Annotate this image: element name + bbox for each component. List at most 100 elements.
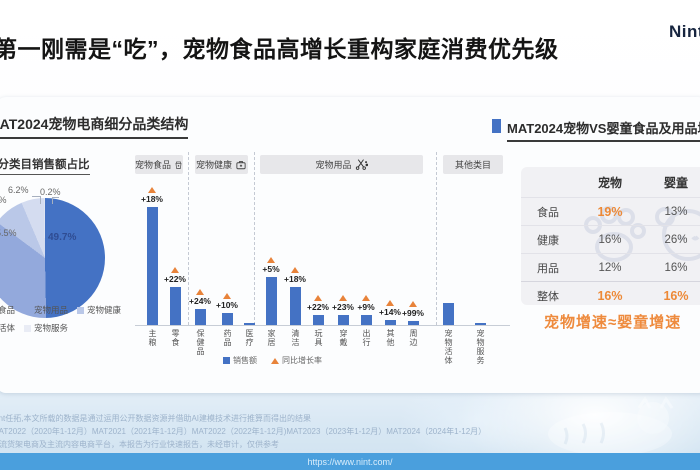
bar-chart-area: 宠物食品 宠物健康 宠物用品 其他类目 +18% +22% +24% +10% +5% +…	[135, 150, 510, 326]
growth-value: +22%	[307, 302, 329, 312]
growth-label: +14%	[370, 300, 410, 317]
footer-mat-definitions-line: MAT2022（2020年1-12月）MAT2021（2021年1-12月）MA…	[0, 427, 487, 436]
sales-bar	[442, 303, 454, 325]
bar-category-label: 家居	[267, 329, 276, 347]
footer-scope-line: 主流货架电商及主流内容电商平台，本报告为行业快速报告，未经审计，仅供参考	[0, 440, 279, 449]
legend-label: 宠物食品	[0, 305, 16, 315]
growth-triangle-icon	[409, 301, 417, 307]
sales-bar	[194, 309, 206, 325]
growth-label: +22%	[155, 267, 195, 284]
bar-category-label: 药品	[223, 329, 232, 347]
group-badge-label: 宠物健康	[195, 160, 232, 170]
sales-bar	[243, 323, 255, 325]
legend-label: 宠物活体	[0, 323, 16, 333]
growth-value: +14%	[379, 307, 401, 317]
growth-value: +24%	[189, 296, 211, 306]
bar-category-label: 主粮	[148, 329, 157, 347]
legend-label: 同比增长率	[282, 356, 322, 365]
growth-value: +9%	[357, 302, 375, 312]
table-cell: 16%	[597, 288, 623, 303]
brand-logo: Nint	[668, 22, 700, 41]
table-cell: 16%	[664, 261, 688, 274]
sales-bar	[384, 320, 396, 325]
leader-line	[52, 197, 59, 204]
group-badge-pet-health: 宠物健康	[195, 155, 248, 174]
group-badge-label: 宠物用品	[315, 160, 352, 170]
group-separator	[436, 152, 437, 325]
growth-triangle-icon	[171, 267, 179, 273]
pie-chart	[0, 198, 105, 318]
table-cell: 13%	[664, 205, 688, 218]
pie-label: 49.7%	[48, 232, 77, 243]
growth-triangle-icon	[339, 295, 347, 301]
bar-chart-legend: 销售额 同比增长率	[223, 355, 322, 366]
first-aid-icon	[236, 160, 246, 169]
table-header-cell: 婴童	[663, 175, 688, 190]
growth-value: +99%	[402, 308, 424, 318]
pie-label: 6.2%	[8, 185, 29, 195]
legend-swatch	[24, 324, 32, 332]
bar-category-label: 零食	[171, 329, 180, 347]
growth-value: +10%	[216, 300, 238, 310]
bar-category-label: 玩具	[314, 329, 323, 347]
bar-category-label: 其他	[386, 329, 395, 347]
table-header-row: 宠物 婴童	[521, 167, 700, 197]
bottom-bar: https://www.nint.com/	[0, 453, 700, 470]
legend-item: 宠物用品	[24, 304, 68, 316]
sales-bar	[360, 315, 372, 325]
sales-swatch	[223, 357, 230, 364]
growth-value: +23%	[332, 302, 354, 312]
growth-label: +5%	[251, 257, 291, 274]
table-cell: 用品	[537, 262, 559, 275]
growth-value: +22%	[164, 274, 186, 284]
growth-label: +22%	[298, 295, 338, 312]
table-cell: 26%	[664, 233, 688, 246]
legend-label: 宠物服务	[34, 323, 69, 333]
bar-category-label: 医疗	[245, 329, 254, 347]
growth-triangle-icon	[223, 293, 231, 299]
sales-bar	[312, 315, 324, 325]
left-panel-heading: MAT2024宠物电商细分品类结构	[0, 114, 189, 139]
table-cell: 食品	[537, 206, 559, 219]
sales-bar	[221, 313, 233, 325]
growth-label: +10%	[207, 293, 247, 310]
legend-swatch	[77, 306, 85, 314]
legend-label: 宠物健康	[87, 305, 122, 315]
legend-label: 销售额	[233, 356, 257, 365]
sales-bar	[169, 287, 181, 325]
growth-triangle-icon	[314, 295, 322, 301]
bar-xlabels: 主粮 零食 保健品 药品 医疗 家居 清洁 玩具 穿戴 出行 其他 周边 宠物活体 宠物服务	[135, 329, 510, 375]
group-separator	[188, 152, 189, 325]
growth-label: +18%	[275, 267, 315, 284]
bar-category-label: 保健品	[196, 329, 205, 356]
growth-label: +18%	[132, 187, 172, 204]
site-url-link[interactable]: https://www.nint.com/	[307, 456, 393, 467]
growth-value: +18%	[284, 274, 306, 284]
sales-bar	[265, 277, 277, 325]
bar-category-label: 出行	[362, 329, 371, 347]
table-cell: 16%	[598, 233, 622, 246]
table-cell: 整体	[537, 290, 559, 303]
grooming-icon	[355, 159, 368, 170]
growth-triangle-icon	[362, 295, 370, 301]
heading-bullet	[492, 119, 501, 133]
pie-label: 0.2%	[40, 187, 61, 197]
group-badge-label: 其他类目	[454, 160, 491, 170]
sales-bar	[337, 315, 349, 325]
growth-value: +18%	[141, 194, 163, 204]
leader-line	[32, 196, 41, 204]
footer-disclaimer-line: Nint任拓,本文所载的数据是通过运用公开数据资源并借助AI建模技术进行推算而得…	[0, 414, 312, 423]
bar-category-label: 宠物活体	[444, 329, 453, 365]
legend-item: 宠物健康	[77, 304, 121, 316]
pie-legend-row: 宠物活体 宠物服务	[0, 322, 68, 334]
food-bag-icon	[175, 161, 182, 169]
growth-label: +9%	[346, 295, 386, 312]
growth-label: +24%	[180, 289, 220, 306]
tiger-watermark	[548, 396, 674, 456]
legend-item-sales: 销售额	[223, 355, 257, 366]
sales-bar	[474, 323, 486, 325]
group-badge-pet-supplies: 宠物用品	[260, 155, 423, 174]
right-panel-heading: MAT2024宠物VS婴童食品及用品增	[507, 118, 700, 142]
group-badge-other: 其他类目	[443, 155, 503, 174]
